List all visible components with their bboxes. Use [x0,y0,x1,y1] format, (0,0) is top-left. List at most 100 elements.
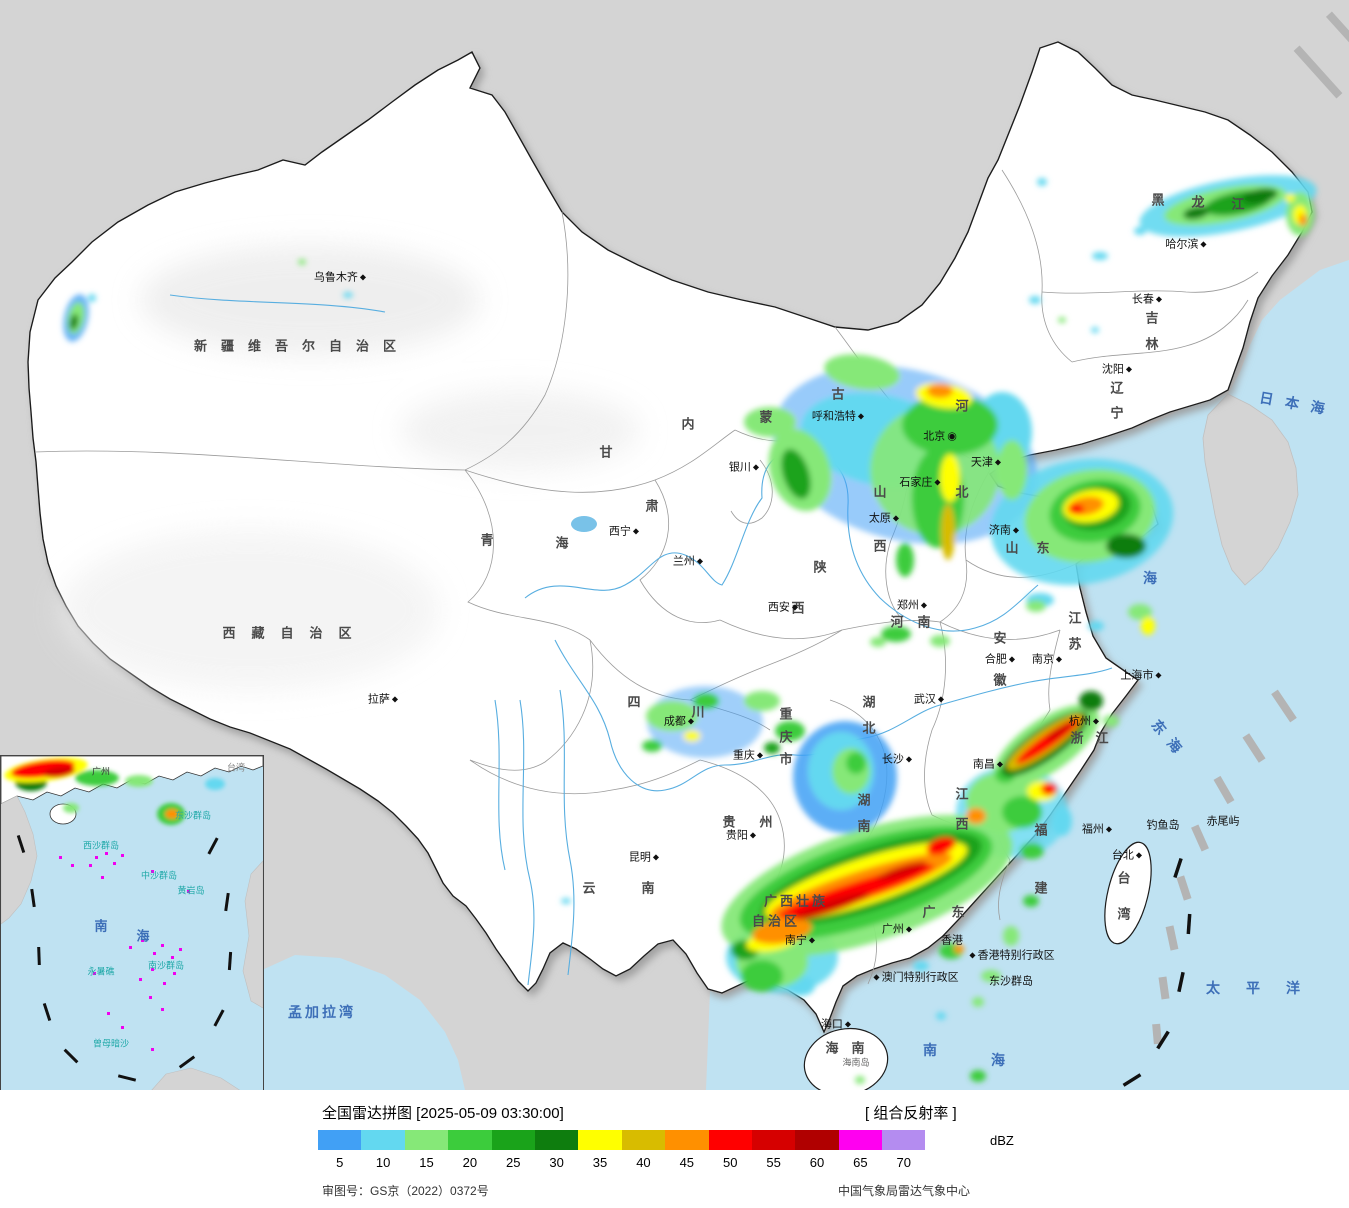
radar-echo-15dbz [1128,604,1152,620]
radar-echo-10dbz [1088,621,1104,631]
island-chain-bar [1152,1023,1162,1045]
legend-tick-label: 25 [506,1155,521,1170]
radar-echo-15dbz [125,775,153,787]
east-sea [706,260,1349,1090]
radar-echo-45dbz [1299,214,1307,226]
island-chain-bar [1325,11,1349,53]
island-dot [161,944,164,947]
island-chain-bar [1271,689,1297,723]
island-chains [1152,11,1349,1045]
inset-canvas [1,756,263,1091]
legend-tick-label: 60 [809,1155,825,1170]
inset-label: 中沙群岛 [140,870,178,881]
radar-echo-15dbz [1103,715,1119,727]
radar-echo-15dbz [1003,926,1019,946]
radar-echo-20dbz [896,543,914,577]
radar-echo-50dbz [926,837,956,855]
radar-echo-35dbz [684,731,700,741]
legend-swatch [751,1130,796,1150]
inset-label: 南 [94,918,108,934]
radar-echo-10dbz [561,898,571,904]
island-chain-bar [1293,45,1343,99]
island-dot [107,1012,110,1015]
legend-tick-label: 20 [462,1155,478,1170]
legend-tick-label: 15 [419,1155,434,1170]
radar-echo-45dbz [165,809,179,819]
island-dot [173,972,176,975]
legend-swatch [404,1130,449,1150]
legend-scale-cell: 65 [838,1130,883,1170]
radar-echo-15dbz [744,691,780,711]
legend-swatch [534,1130,579,1150]
legend-swatch [578,1130,622,1150]
boundary-dash [42,1002,52,1022]
legend-swatch [665,1130,709,1150]
boundary-dash [37,946,41,966]
map-review-number: 审图号：GS京（2022）0372号 [322,1184,489,1198]
island-chain-bar [1158,976,1170,1000]
legend-swatch [708,1130,752,1150]
inset-label: 黄岩岛 [177,885,205,896]
legend-tick-label: 55 [766,1155,781,1170]
radar-echo-15dbz [63,803,79,813]
radar-echo-20dbz [693,693,719,709]
inset-radar-echo-layer [4,757,225,825]
dbz-unit-label: dBZ [990,1133,1014,1148]
legend-swatch [448,1130,492,1150]
legend-tick-label: 40 [636,1155,651,1170]
radar-echo-15dbz [981,970,1001,982]
radar-echo-20dbz [75,770,119,786]
legend-scale-cell: 45 [665,1130,709,1170]
boundary-dash [227,951,233,971]
inset-boundary-dash-layer [16,834,233,1082]
inset-label: 曾母暗沙 [92,1038,130,1049]
radar-echo-50dbz [1068,504,1084,514]
radar-echo-55dbz [877,861,927,881]
korea-peninsula [1202,393,1299,586]
inset-label: 台湾 [226,762,246,773]
radar-echo-15dbz [997,440,1027,500]
island-dot [149,996,152,999]
taiwan-island [1104,841,1152,945]
boundary-dash [213,1009,225,1027]
map-canvas [0,0,1349,1090]
boundary-dash [30,888,36,908]
island-chain-bar [1165,925,1179,951]
legend-swatch [361,1130,405,1150]
legend-swatch [882,1130,926,1150]
legend-panel: 全国雷达拼图 [2025-05-09 03:30:00] [ 组合反射率 ] 5… [0,1090,1349,1208]
radar-echo-15dbz [744,407,796,437]
legend-tick-label: 65 [853,1155,868,1170]
island-dot [105,852,108,855]
inset-island-dots [59,852,190,1051]
radar-echo-45dbz [966,808,986,824]
legend-tick-label: 70 [896,1155,911,1170]
radar-echo-10dbz [1037,178,1047,186]
legend-swatch [621,1130,666,1150]
radar-echo-10dbz [205,778,225,790]
radar-echo-15dbz [824,354,900,390]
boundary-dash [178,1055,196,1069]
legend-tick-label: 35 [592,1155,608,1170]
radar-echo-15dbz [870,637,886,647]
legend-scale-cell: 60 [795,1130,839,1170]
radar-echo-20dbz [642,740,662,752]
legend-scale-cell: 50 [708,1130,752,1170]
boundary-dash [16,834,26,854]
radar-echo-10dbz [936,1012,946,1020]
legend-tick-label: 45 [679,1155,695,1170]
radar-echo-layer [63,175,1317,1084]
radar-echo-10dbz [913,961,929,971]
south-china-sea-inset: 台湾 广州 东沙群岛 西沙群岛 中沙群岛 黄岩岛 南沙群岛 永暑礁 曾母暗沙 南海 [0,755,264,1092]
legend-scale-cell: 30 [534,1130,579,1170]
inset-label: 永暑礁 [87,966,115,977]
radar-echo-20dbz [846,752,866,774]
legend-scale-cell: 10 [361,1130,405,1170]
radar-echo-45dbz [927,384,953,398]
radar-echo-20dbz [881,626,911,642]
legend-swatch [795,1130,839,1150]
inset-philippines [242,860,263,1009]
legend-swatch [838,1130,883,1150]
inset-label: 南沙群岛 [147,960,185,971]
inset-sea [1,756,263,1091]
